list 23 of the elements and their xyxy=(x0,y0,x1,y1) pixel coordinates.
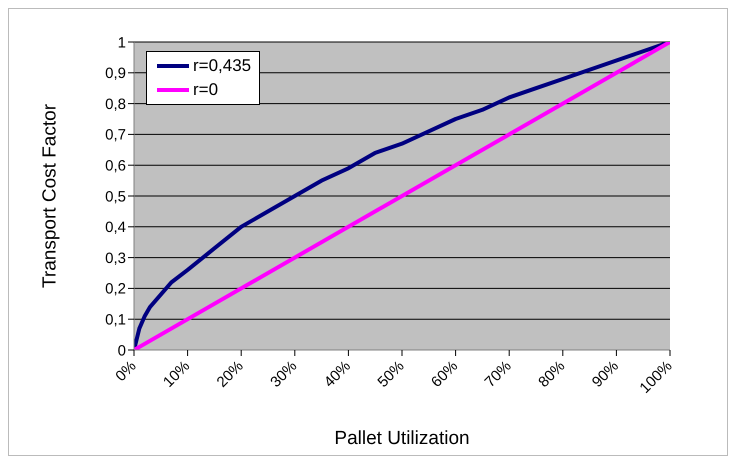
legend-label: r=0 xyxy=(193,79,218,101)
x-tick-label: 90% xyxy=(588,358,622,391)
y-tick-label: 0,6 xyxy=(105,158,126,175)
y-tick-label: 0,3 xyxy=(105,250,126,267)
x-tick-label: 70% xyxy=(482,358,515,391)
x-tick-label: 50% xyxy=(374,358,408,391)
x-axis-title: Pallet Utilization xyxy=(334,428,470,449)
y-tick-label: 0,4 xyxy=(105,219,126,236)
x-tick-label: 80% xyxy=(535,358,568,391)
y-axis-title: Transport Cost Factor xyxy=(40,103,61,288)
y-tick-label: 1 xyxy=(118,34,126,52)
y-tick-label: 0 xyxy=(118,342,126,360)
legend-label: r=0,435 xyxy=(193,55,252,77)
y-tick-label: 0,5 xyxy=(105,188,126,206)
y-tick-label: 0,2 xyxy=(105,280,126,298)
y-tick-label: 0,1 xyxy=(105,312,126,329)
y-tick-label: 0,9 xyxy=(105,65,126,82)
x-tick-label: 0% xyxy=(112,358,140,385)
x-tick-label: 30% xyxy=(267,358,300,391)
y-tick-label: 0,8 xyxy=(105,96,126,113)
x-tick-label: 40% xyxy=(320,358,354,391)
y-tick-label: 0,7 xyxy=(105,126,126,144)
x-tick-label: 60% xyxy=(428,358,462,391)
